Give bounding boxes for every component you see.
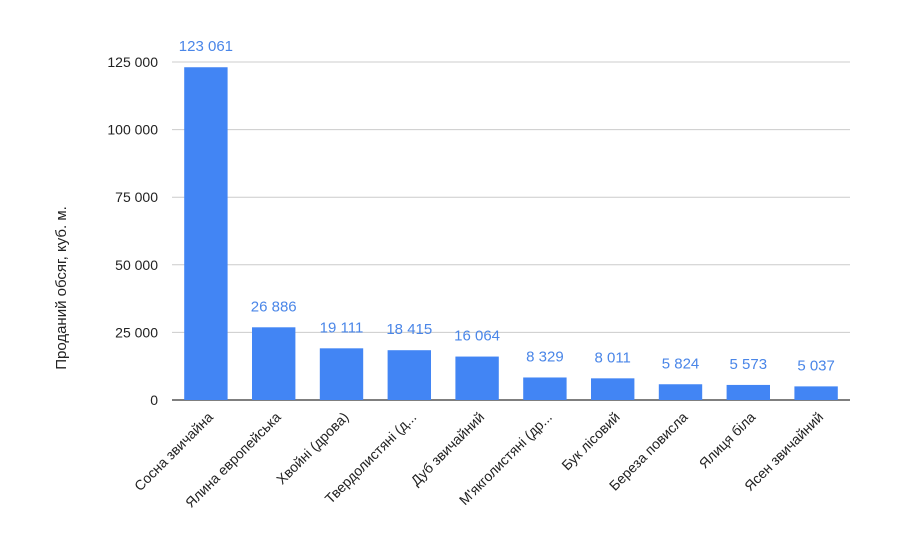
data-label: 26 886 [251, 298, 297, 315]
data-label: 5 037 [797, 357, 835, 374]
x-tick-label: Хвойні (дрова) [273, 409, 352, 488]
y-tick-label: 100 000 [107, 122, 158, 138]
bar [387, 350, 431, 400]
y-tick-label: 50 000 [115, 257, 158, 273]
bar [252, 327, 296, 400]
y-tick-label: 0 [150, 392, 158, 408]
x-tick-label: Ялиця біла [696, 409, 759, 472]
data-label: 123 061 [179, 38, 233, 55]
bar [658, 384, 703, 400]
data-label: 8 329 [526, 348, 564, 365]
data-label: 5 824 [662, 355, 700, 372]
data-label: 16 064 [454, 328, 500, 345]
bar [523, 377, 567, 400]
bar [455, 356, 499, 400]
data-label: 19 111 [320, 319, 364, 336]
y-axis-ticks: 0 25 000 50 000 75 000 100 000 125 000 [107, 54, 158, 408]
data-labels: 123 061 26 886 19 111 18 415 16 064 8 329 8 01… [179, 38, 835, 374]
y-tick-label: 75 000 [115, 189, 158, 205]
bar [591, 378, 635, 400]
y-tick-label: 25 000 [115, 324, 158, 340]
bars [184, 67, 838, 401]
bar [184, 67, 228, 401]
y-tick-label: 125 000 [107, 54, 158, 70]
bar [726, 384, 770, 400]
x-tick-label: Бук лісовий [558, 409, 622, 473]
data-label: 5 573 [730, 356, 768, 373]
data-label: 8 011 [594, 349, 630, 366]
data-label: 18 415 [386, 321, 432, 338]
bar [319, 348, 364, 400]
y-axis-title: Проданий обсяг, куб. м. [53, 206, 70, 370]
bar [794, 386, 838, 400]
